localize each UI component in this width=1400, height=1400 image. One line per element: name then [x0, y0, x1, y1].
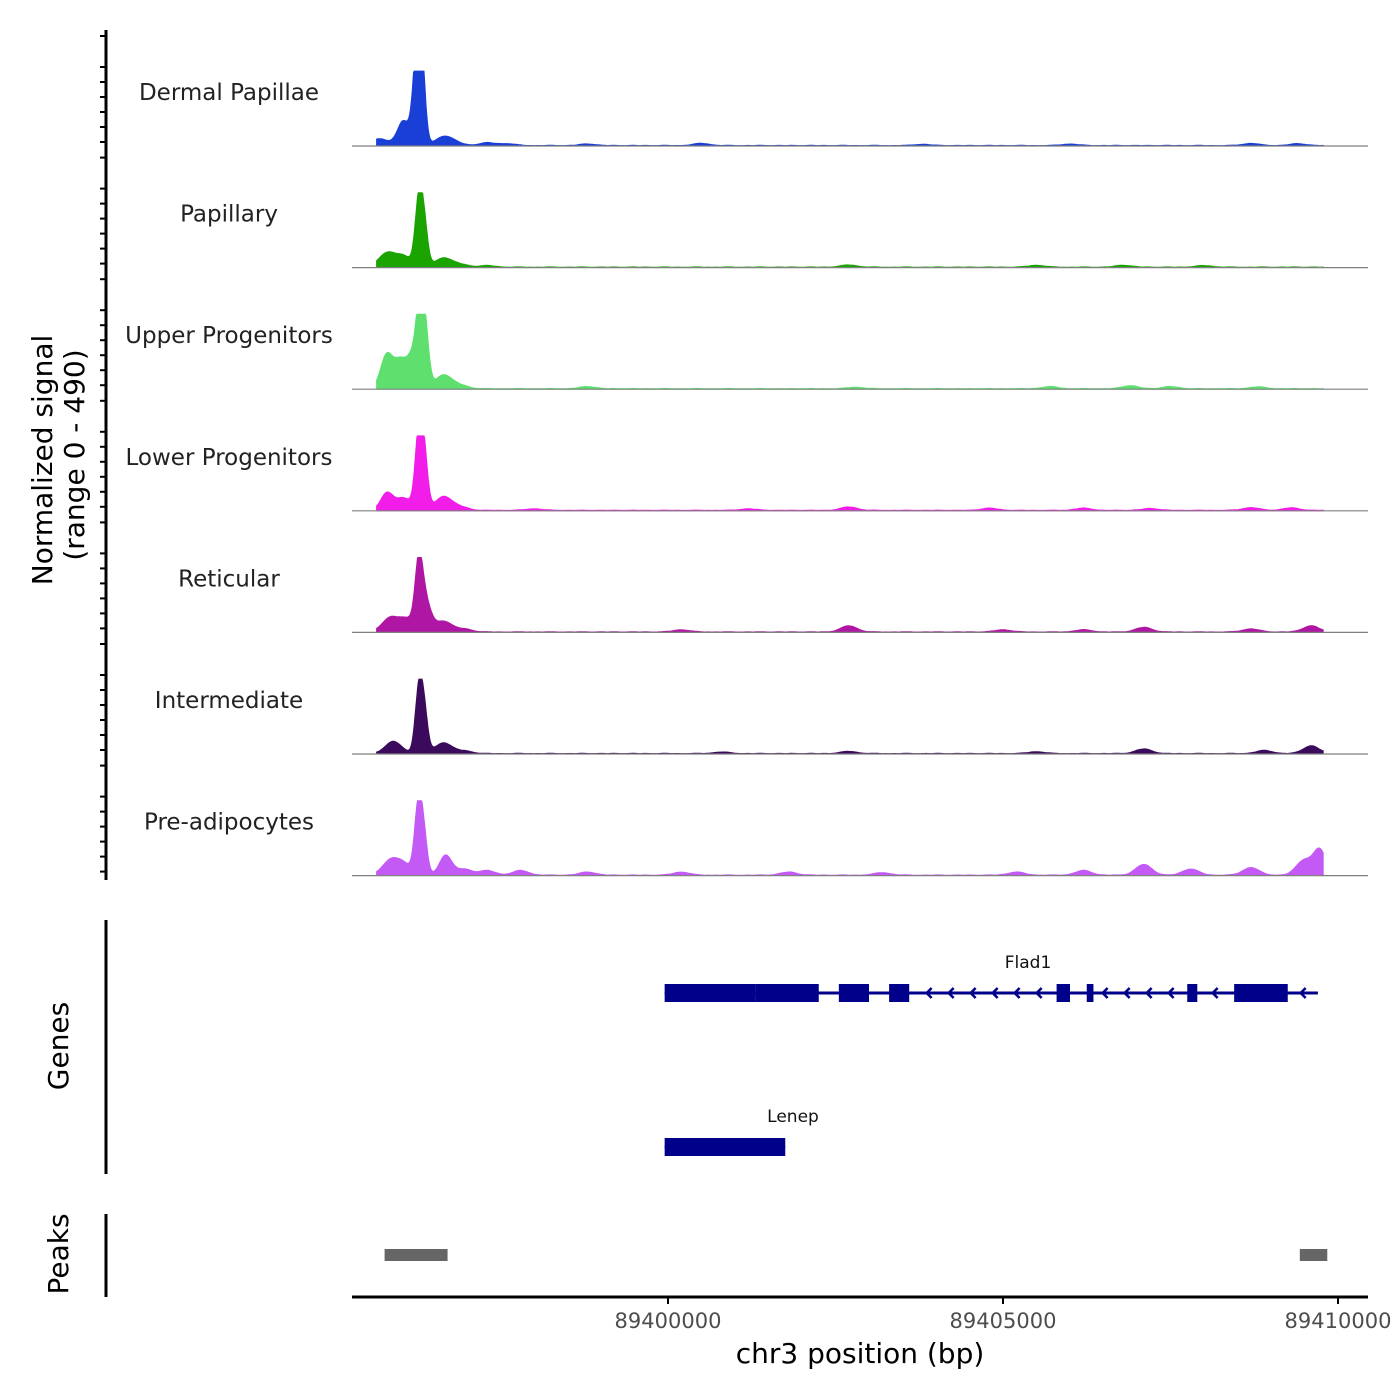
y-axis-title: Normalized signal [26, 335, 59, 586]
signal-area [376, 678, 1324, 755]
signal-area [376, 313, 1324, 390]
strand-arrow [1166, 987, 1175, 999]
strand-arrow [1210, 987, 1219, 999]
exon [1056, 984, 1070, 1002]
left-axes [100, 30, 108, 1297]
peak-region [384, 1249, 448, 1261]
strand-arrow [1034, 987, 1043, 999]
peak-region [1299, 1249, 1328, 1261]
strand-arrow [1298, 987, 1307, 999]
gene-lenep: Lenep [664, 1107, 819, 1156]
track-upper-progenitors: Upper Progenitors [125, 313, 1368, 390]
track-pre-adipocytes: Pre-adipocytes [144, 800, 1368, 877]
exon [1234, 984, 1288, 1002]
strand-arrow [946, 987, 955, 999]
strand-arrow [1144, 987, 1153, 999]
x-tick-label: 89410000 [1285, 1309, 1392, 1333]
x-tick-label: 89400000 [615, 1309, 722, 1333]
coverage-tracks: Dermal Papillae Papillary Upper Progenitor… [125, 70, 1368, 877]
gene-panel: Flad1 Lenep [664, 953, 1318, 1156]
track-label: Pre-adipocytes [144, 810, 314, 836]
signal-area [376, 192, 1324, 268]
exon [1187, 984, 1198, 1002]
signal-area [376, 557, 1324, 633]
track-papillary: Papillary [180, 192, 1368, 269]
genes-panel-title: Genes [42, 1002, 75, 1090]
exon [838, 984, 869, 1002]
x-tick-label: 89405000 [950, 1309, 1057, 1333]
exon [755, 984, 819, 1002]
track-dermal-papillae: Dermal Papillae [139, 70, 1368, 147]
track-label: Upper Progenitors [125, 323, 333, 349]
strand-arrow [1012, 987, 1021, 999]
strand-arrow [968, 987, 977, 999]
track-reticular: Reticular [178, 557, 1368, 634]
track-label: Reticular [178, 566, 280, 592]
exon [664, 984, 756, 1002]
track-intermediate: Intermediate [155, 678, 1368, 755]
gene-flad1: Flad1 [664, 953, 1318, 1002]
gene-label: Flad1 [1005, 953, 1052, 973]
track-label: Lower Progenitors [126, 445, 333, 471]
exon [664, 1138, 786, 1156]
strand-arrow [1100, 987, 1109, 999]
signal-area [376, 435, 1324, 512]
strand-arrow [990, 987, 999, 999]
signal-area [376, 70, 1324, 147]
y-axis-range: (range 0 - 490) [58, 349, 91, 560]
track-label: Intermediate [155, 688, 303, 714]
exon [889, 984, 910, 1002]
exon [1086, 984, 1094, 1002]
track-lower-progenitors: Lower Progenitors [126, 435, 1368, 512]
peak-panel [384, 1249, 1328, 1261]
strand-arrow [1122, 987, 1131, 999]
x-axis: chr3 position (bp) 89400000 89405000 89410… [352, 1295, 1392, 1370]
track-label: Dermal Papillae [139, 80, 319, 106]
signal-area [376, 800, 1324, 876]
x-axis-title: chr3 position (bp) [736, 1337, 985, 1370]
y-axis-labels: Normalized signal (range 0 - 490) Genes … [26, 335, 91, 1295]
peaks-panel-title: Peaks [42, 1213, 75, 1294]
track-label: Papillary [180, 202, 278, 228]
gene-label: Lenep [767, 1107, 819, 1127]
strand-arrow [924, 987, 933, 999]
